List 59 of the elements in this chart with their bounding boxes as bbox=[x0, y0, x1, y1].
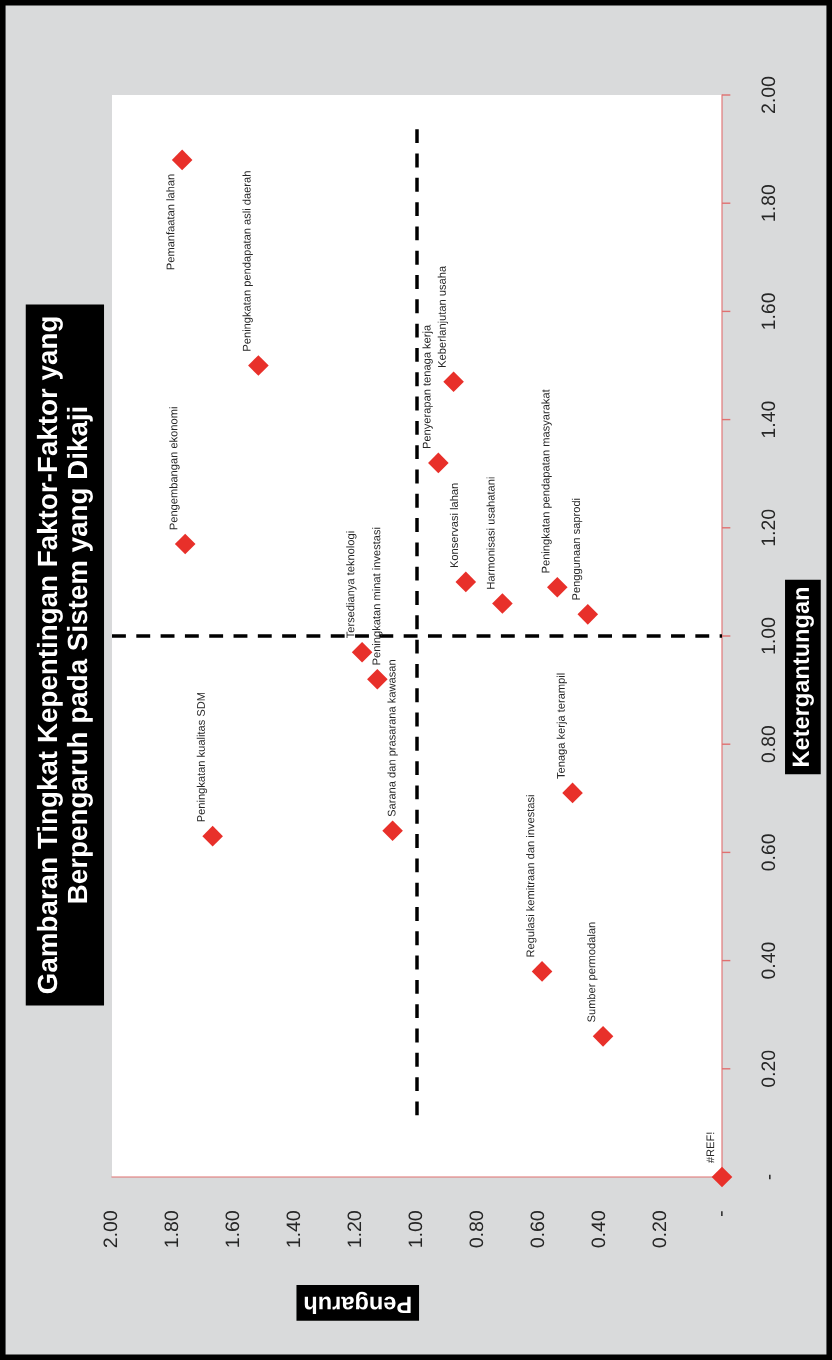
annotation: Regulasi kemitraan dan investasi bbox=[526, 795, 537, 957]
y-tick-label: 1.00 bbox=[761, 617, 776, 654]
point bbox=[367, 668, 388, 690]
annotation: Tersedianya teknologi bbox=[346, 531, 357, 639]
point bbox=[577, 604, 599, 625]
annotation: Penyerapan tenaga kerja bbox=[422, 324, 433, 449]
y-tick-label: 1.20 bbox=[761, 509, 776, 546]
x-tick-label: 1.20 bbox=[347, 1211, 362, 1247]
point bbox=[382, 820, 403, 842]
annotation: Konservasi lahan bbox=[449, 483, 459, 568]
x-tick-label: 1.00 bbox=[408, 1211, 423, 1247]
point bbox=[562, 782, 583, 804]
point bbox=[443, 371, 464, 393]
point bbox=[202, 825, 223, 847]
annotation: Peningkatan pendapatan masyarakat bbox=[541, 389, 552, 573]
annotation: Sumber permodalan bbox=[587, 922, 598, 1022]
point bbox=[428, 452, 449, 474]
y-tick-label: 1.80 bbox=[761, 185, 776, 221]
y-tick-label: 1.60 bbox=[761, 293, 776, 329]
x-tick-label: 0.40 bbox=[591, 1211, 606, 1248]
x-tick-label: 0.20 bbox=[652, 1211, 667, 1248]
x-tick-label: 0.60 bbox=[530, 1211, 545, 1248]
y-tick-label: 2.00 bbox=[761, 76, 776, 113]
x-tick-label: 1.40 bbox=[286, 1211, 301, 1247]
point bbox=[711, 1166, 733, 1188]
annotation: Penggunaan saprodi bbox=[571, 498, 583, 600]
annotation: #REF! bbox=[706, 1132, 715, 1164]
text: Gambaran Tingkat Kepentingan Faktor-Faktor yang Berpengaruh pada Sistem yang Dikaji bbox=[36, 317, 93, 994]
y-tick-label: 0.60 bbox=[761, 834, 776, 871]
point bbox=[174, 533, 196, 555]
x-tick-label: 2.00 bbox=[103, 1211, 118, 1248]
point bbox=[547, 577, 568, 598]
annotation: Peningkatan pendapatan asli daerah bbox=[242, 171, 253, 351]
annotation: Sarana dan prasarana kawasan bbox=[387, 660, 398, 817]
x-tick-label: - bbox=[721, 1211, 723, 1216]
point bbox=[492, 593, 513, 614]
annotation: Harmonisasi usahatani bbox=[486, 477, 495, 589]
point bbox=[351, 641, 373, 663]
point bbox=[455, 571, 477, 593]
x-axis-title: Pengaruh bbox=[304, 1291, 411, 1314]
x-tick-label: 1.80 bbox=[164, 1211, 179, 1247]
point bbox=[248, 355, 269, 376]
y-tick-label: 0.80 bbox=[761, 726, 776, 763]
x-tick-label: 1.60 bbox=[225, 1211, 240, 1247]
annotation: Keberlanjutan usaha bbox=[437, 265, 449, 367]
x-tick-label: 0.80 bbox=[469, 1211, 484, 1248]
point bbox=[531, 961, 553, 982]
annotation: Tenaga kerja terampil bbox=[556, 673, 567, 779]
y-tick-label: 1.40 bbox=[761, 401, 776, 438]
y-tick-label: 0.40 bbox=[761, 942, 776, 979]
y-tick-label: - bbox=[769, 1174, 771, 1180]
annotation: Pengembangan ekonomi bbox=[169, 407, 180, 530]
annotation: Peningkatan kualitas SDM bbox=[196, 692, 208, 822]
y-tick-label: 0.20 bbox=[761, 1050, 776, 1087]
point bbox=[592, 1026, 614, 1047]
point bbox=[171, 149, 193, 171]
annotation: Pemanfaatan lahan bbox=[166, 174, 175, 270]
annotation: Peningkatan minat investasi bbox=[372, 527, 383, 665]
y-axis-title: Ketergantungan bbox=[792, 587, 814, 766]
